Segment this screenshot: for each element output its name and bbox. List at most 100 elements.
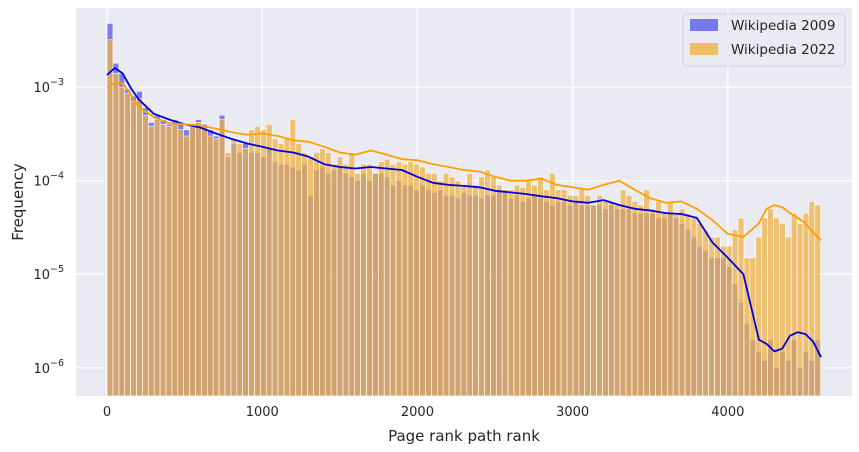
bar-wikipedia-2022 bbox=[731, 229, 739, 397]
bar-wikipedia-2022 bbox=[307, 156, 314, 397]
legend: Wikipedia 2009 Wikipedia 2022 bbox=[682, 13, 846, 67]
bar-wikipedia-2022 bbox=[507, 189, 515, 397]
bar-wikipedia-2022 bbox=[513, 184, 521, 397]
bar-wikipedia-2022 bbox=[295, 143, 302, 397]
y-tick-labels: 10−6 10−5 10−4 10−3 bbox=[33, 77, 64, 377]
kde-line-wikipedia-2022 bbox=[106, 82, 822, 242]
bar-wikipedia-2022 bbox=[690, 217, 698, 397]
bar-wikipedia-2022 bbox=[301, 152, 308, 397]
bar-wikipedia-2022 bbox=[655, 201, 662, 397]
bar-wikipedia-2022 bbox=[130, 101, 137, 397]
bar-wikipedia-2022 bbox=[667, 201, 674, 397]
bar-wikipedia-2022 bbox=[584, 194, 591, 397]
bar-wikipedia-2022 bbox=[348, 152, 356, 397]
bar-wikipedia-2022 bbox=[643, 189, 650, 397]
bar-wikipedia-2022 bbox=[613, 204, 621, 397]
bar-wikipedia-2022 bbox=[531, 184, 538, 397]
bar-wikipedia-2022 bbox=[608, 201, 615, 397]
bar-wikipedia-2022 bbox=[749, 257, 757, 397]
bar-wikipedia-2022 bbox=[289, 119, 297, 397]
bar-wikipedia-2022 bbox=[236, 143, 243, 397]
bar-wikipedia-2022 bbox=[171, 124, 179, 397]
bar-wikipedia-2022 bbox=[383, 158, 391, 397]
bar-wikipedia-2022 bbox=[784, 236, 792, 397]
bar-wikipedia-2022 bbox=[124, 93, 131, 397]
bar-wikipedia-2022 bbox=[720, 245, 727, 397]
bar-wikipedia-2022 bbox=[566, 194, 574, 397]
bar-wikipedia-2022 bbox=[448, 176, 456, 397]
bar-wikipedia-2022 bbox=[159, 124, 167, 397]
bar-wikipedia-2022 bbox=[684, 212, 692, 397]
bar-wikipedia-2022 bbox=[106, 39, 114, 397]
bar-wikipedia-2022 bbox=[442, 172, 450, 397]
bar-wikipedia-2022 bbox=[283, 138, 291, 397]
bar-wikipedia-2022 bbox=[790, 212, 798, 397]
bar-wikipedia-2022 bbox=[767, 208, 774, 397]
x-tick-label: 0 bbox=[103, 405, 111, 420]
bar-wikipedia-2022 bbox=[342, 163, 350, 397]
bar-wikipedia-2022 bbox=[407, 161, 415, 397]
x-tick-label: 1000 bbox=[246, 405, 279, 420]
bar-wikipedia-2022 bbox=[590, 204, 597, 397]
bar-wikipedia-2022 bbox=[425, 172, 432, 397]
bar-wikipedia-2022 bbox=[165, 126, 173, 397]
bar-wikipedia-2022 bbox=[248, 129, 255, 397]
bar-wikipedia-2022 bbox=[779, 223, 786, 397]
bar-wikipedia-2022 bbox=[525, 180, 532, 397]
bar-wikipedia-2022 bbox=[708, 236, 715, 397]
bar-wikipedia-2022 bbox=[265, 124, 273, 397]
bar-wikipedia-2022 bbox=[112, 73, 120, 397]
bar-wikipedia-2022 bbox=[189, 126, 196, 397]
bar-wikipedia-2022 bbox=[637, 204, 645, 397]
bar-wikipedia-2022 bbox=[725, 245, 733, 397]
bar-wikipedia-2022 bbox=[330, 163, 338, 397]
legend-swatch-wikipedia-2022 bbox=[690, 43, 718, 55]
bar-wikipedia-2022 bbox=[153, 119, 161, 397]
bar-wikipedia-2022 bbox=[313, 152, 320, 397]
y-axis-label: Frequency bbox=[9, 163, 27, 241]
bar-wikipedia-2022 bbox=[625, 194, 633, 397]
x-tick-label: 2000 bbox=[401, 405, 434, 420]
bar-wikipedia-2022 bbox=[183, 135, 190, 397]
bar-wikipedia-2022 bbox=[212, 138, 220, 397]
bar-wikipedia-2022 bbox=[230, 138, 238, 397]
bar-wikipedia-2022 bbox=[549, 172, 556, 397]
legend-label-wikipedia-2009: Wikipedia 2009 bbox=[731, 18, 836, 34]
bar-wikipedia-2022 bbox=[466, 172, 473, 397]
bar-wikipedia-2022 bbox=[572, 194, 580, 397]
bar-wikipedia-2022 bbox=[413, 163, 420, 397]
bar-wikipedia-2022 bbox=[218, 119, 226, 397]
bar-wikipedia-2022 bbox=[354, 172, 361, 397]
legend-box bbox=[682, 13, 846, 67]
bar-wikipedia-2022 bbox=[366, 163, 373, 397]
bar-wikipedia-2022 bbox=[755, 236, 762, 397]
y-tick-label: 10−5 bbox=[33, 264, 64, 283]
bar-wikipedia-2022 bbox=[201, 126, 208, 397]
bars-wikipedia-2022 bbox=[106, 39, 821, 397]
bar-wikipedia-2022 bbox=[802, 212, 810, 397]
bar-wikipedia-2022 bbox=[702, 229, 709, 397]
bar-wikipedia-2022 bbox=[437, 180, 444, 397]
bar-wikipedia-2022 bbox=[254, 126, 261, 397]
bar-wikipedia-2022 bbox=[773, 217, 780, 397]
bar-wikipedia-2022 bbox=[490, 176, 497, 397]
bar-wikipedia-2022 bbox=[460, 184, 468, 397]
bar-wikipedia-2022 bbox=[649, 208, 656, 397]
bar-wikipedia-2022 bbox=[602, 201, 609, 397]
bar-wikipedia-2022 bbox=[484, 169, 491, 397]
bar-wikipedia-2022 bbox=[136, 98, 143, 397]
kde-line-wikipedia-2009 bbox=[106, 67, 822, 358]
bar-wikipedia-2022 bbox=[578, 186, 586, 397]
bar-wikipedia-2022 bbox=[206, 135, 214, 397]
y-tick-label: 10−3 bbox=[33, 77, 64, 96]
bar-wikipedia-2022 bbox=[431, 172, 438, 397]
bar-wikipedia-2022 bbox=[678, 208, 686, 397]
bar-wikipedia-2022 bbox=[148, 126, 155, 397]
bar-wikipedia-2022 bbox=[195, 122, 202, 397]
bar-wikipedia-2022 bbox=[501, 189, 509, 397]
bar-wikipedia-2022 bbox=[389, 163, 397, 397]
bar-wikipedia-2022 bbox=[619, 189, 627, 397]
x-axis-label: Page rank path rank bbox=[388, 427, 540, 445]
bar-wikipedia-2022 bbox=[796, 223, 804, 397]
